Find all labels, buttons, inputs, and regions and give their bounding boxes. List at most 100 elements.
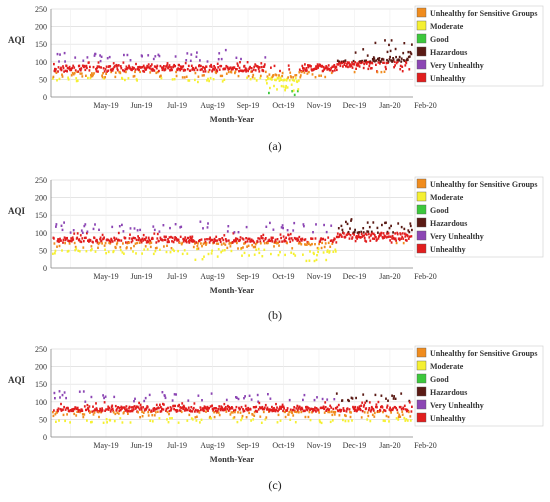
data-point [174,223,177,226]
data-point [254,245,257,249]
data-point [137,235,139,238]
data-point [245,237,247,240]
data-point [142,233,145,237]
data-point [315,410,317,413]
data-point [261,405,264,409]
data-point [52,414,55,418]
data-point [83,405,86,408]
data-point [92,413,95,416]
data-point [376,70,379,74]
data-point [180,67,183,71]
data-point [383,236,385,239]
data-point [389,235,392,238]
data-point [93,411,96,414]
data-point [224,67,227,70]
data-point [388,235,390,238]
data-point [404,419,407,422]
data-point [336,235,339,238]
data-point [409,419,412,422]
data-point [98,415,100,419]
data-point [260,421,263,424]
data-point [403,404,406,407]
data-point [65,64,68,68]
data-point [264,403,267,407]
x-tick-label: Jan-20 [379,441,400,450]
data-point [207,252,210,256]
data-point [93,409,95,413]
data-point [260,235,263,238]
data-point [350,218,353,221]
data-point [390,241,393,244]
data-point [269,77,272,81]
data-point [398,238,401,242]
data-point [284,253,286,257]
data-point [86,230,89,233]
data-point [294,254,297,257]
data-point [139,70,141,74]
data-point [213,241,215,244]
data-point [166,410,169,414]
data-point [119,408,122,412]
data-point [87,76,89,80]
data-point [394,64,396,67]
data-point [407,55,410,59]
data-point [162,408,165,411]
data-point [84,223,87,226]
data-point [318,411,320,414]
data-point [119,417,122,420]
data-point [190,238,193,241]
data-point [80,72,83,75]
data-point [75,79,78,83]
data-point [216,255,219,258]
data-point [355,67,357,70]
data-point [79,234,82,237]
data-point [262,233,265,237]
data-point [104,241,107,245]
data-point [54,67,56,71]
data-point [128,241,130,244]
data-point [101,76,104,79]
data-point [203,74,205,77]
data-point [66,413,68,416]
data-point [260,62,263,65]
data-point [399,64,402,68]
data-point [108,241,111,245]
data-point [269,86,271,90]
data-point [204,70,207,73]
data-point [220,57,223,61]
data-point [330,239,333,242]
data-point [230,407,232,410]
data-point [348,61,350,64]
data-point [125,65,128,68]
data-point [60,66,62,69]
data-point [199,406,202,409]
data-point [377,237,380,240]
data-point [203,255,205,258]
data-point [318,419,321,422]
data-point [85,236,87,239]
data-point [361,410,364,413]
data-point [97,242,100,246]
data-point [291,408,294,412]
data-point [320,237,322,240]
data-point [326,249,329,252]
data-point [225,72,228,75]
data-point [244,67,247,70]
legend-label: Very Unhealthy [430,61,484,70]
data-point [229,413,232,416]
data-point [240,247,243,250]
data-point [70,74,73,77]
data-point [282,405,285,408]
legend-swatch [416,7,427,18]
data-point [206,238,208,241]
data-point [353,70,356,74]
data-point [306,69,308,72]
data-point [143,399,146,403]
data-point [260,406,263,409]
data-point [320,406,322,409]
data-point [69,421,71,424]
data-point [343,409,346,412]
data-point [187,64,190,68]
data-point [82,240,85,243]
data-point [222,409,225,412]
